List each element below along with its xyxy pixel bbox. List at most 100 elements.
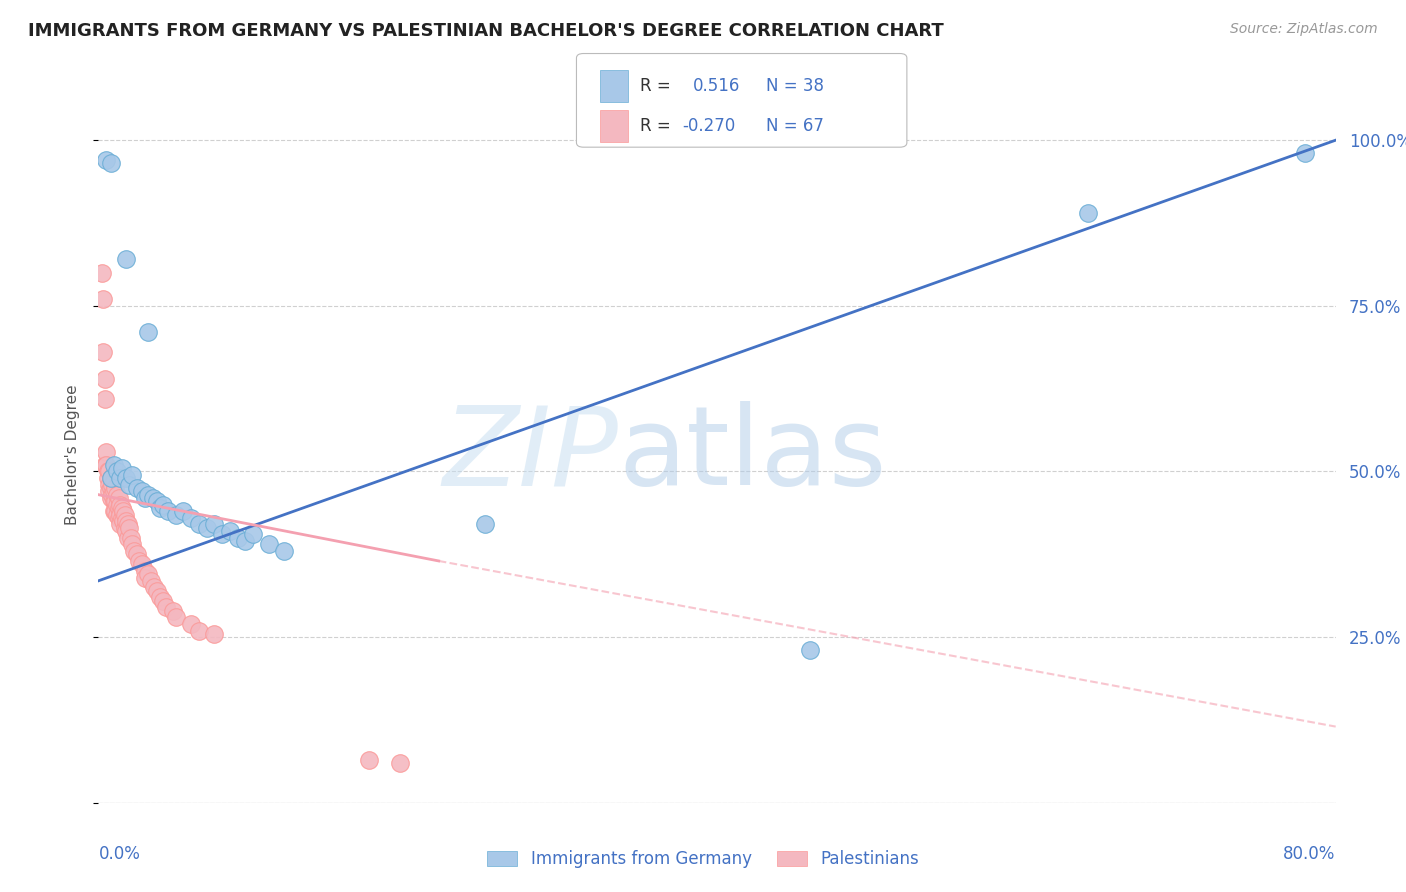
Point: [98, 484, 121, 499]
Point: [115, 471, 138, 485]
Point: [149, 500, 172, 515]
Text: 0.516: 0.516: [693, 77, 741, 95]
Point: [180, 616, 202, 631]
Point: [93, 372, 115, 386]
Point: [165, 508, 187, 522]
Point: [127, 547, 149, 561]
Point: [104, 481, 127, 495]
Point: [114, 521, 136, 535]
Point: [100, 481, 122, 495]
Point: [204, 627, 226, 641]
Point: [111, 511, 134, 525]
Point: [131, 558, 153, 572]
Legend: Immigrants from Germany, Palestinians: Immigrants from Germany, Palestinians: [481, 844, 925, 875]
Point: [273, 544, 295, 558]
Point: [105, 465, 128, 479]
Point: [120, 531, 142, 545]
Point: [104, 494, 127, 508]
Point: [101, 488, 124, 502]
Point: [100, 491, 122, 505]
Point: [100, 156, 122, 170]
Point: [121, 467, 143, 482]
Point: [118, 521, 141, 535]
Point: [127, 481, 149, 495]
Point: [235, 534, 257, 549]
Point: [105, 508, 128, 522]
Point: [96, 444, 118, 458]
Point: [112, 504, 135, 518]
Point: [108, 471, 131, 485]
Point: [188, 624, 211, 638]
Point: [388, 756, 412, 770]
Point: [101, 477, 124, 491]
Point: [188, 517, 211, 532]
Point: [107, 511, 129, 525]
Text: N = 67: N = 67: [766, 117, 824, 135]
Point: [146, 494, 169, 508]
Point: [152, 593, 174, 607]
Y-axis label: Bachelor's Degree: Bachelor's Degree: [65, 384, 80, 525]
Point: [96, 153, 118, 167]
Point: [105, 488, 128, 502]
Text: Source: ZipAtlas.com: Source: ZipAtlas.com: [1230, 22, 1378, 37]
Point: [112, 514, 135, 528]
Point: [103, 494, 125, 508]
Point: [115, 524, 138, 538]
Point: [90, 266, 112, 280]
Point: [107, 500, 129, 515]
Point: [96, 458, 118, 472]
Point: [1294, 146, 1316, 161]
Point: [165, 610, 187, 624]
Point: [105, 498, 128, 512]
Text: atlas: atlas: [619, 401, 887, 508]
Point: [799, 643, 821, 657]
Point: [162, 604, 184, 618]
Point: [93, 458, 115, 472]
Point: [211, 527, 233, 541]
Text: 0.0%: 0.0%: [98, 845, 141, 863]
Point: [180, 511, 202, 525]
Point: [146, 583, 169, 598]
Point: [115, 252, 138, 267]
Point: [242, 527, 264, 541]
Text: R =: R =: [640, 77, 671, 95]
Point: [143, 581, 166, 595]
Point: [173, 504, 195, 518]
Point: [103, 504, 125, 518]
Point: [103, 484, 125, 499]
Point: [257, 537, 280, 551]
Point: [122, 544, 145, 558]
Point: [100, 471, 122, 485]
Point: [152, 498, 174, 512]
Point: [97, 465, 120, 479]
Point: [108, 517, 131, 532]
Point: [111, 500, 134, 515]
Point: [131, 484, 153, 499]
Point: [111, 461, 134, 475]
Point: [195, 521, 218, 535]
Point: [134, 564, 156, 578]
Text: 80.0%: 80.0%: [1284, 845, 1336, 863]
Point: [98, 465, 121, 479]
Point: [121, 537, 143, 551]
Point: [93, 392, 115, 406]
Point: [357, 753, 380, 767]
Point: [136, 326, 159, 340]
Point: [103, 458, 125, 472]
Point: [1077, 206, 1099, 220]
Point: [108, 498, 131, 512]
Point: [117, 517, 139, 532]
Point: [117, 531, 139, 545]
Point: [98, 477, 121, 491]
Point: [91, 292, 114, 306]
Point: [107, 491, 129, 505]
Point: [136, 488, 159, 502]
Point: [91, 345, 114, 359]
Point: [97, 471, 120, 485]
Point: [100, 471, 122, 485]
Point: [155, 600, 177, 615]
Point: [157, 504, 180, 518]
Point: [128, 554, 150, 568]
Point: [134, 570, 156, 584]
Text: R =: R =: [640, 117, 671, 135]
